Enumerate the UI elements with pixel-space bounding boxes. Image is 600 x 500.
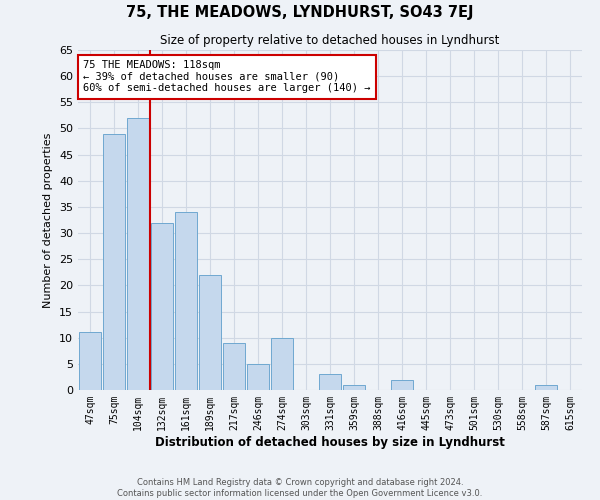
Bar <box>343 385 365 390</box>
Text: 75, THE MEADOWS, LYNDHURST, SO43 7EJ: 75, THE MEADOWS, LYNDHURST, SO43 7EJ <box>126 5 474 20</box>
Bar <box>199 275 221 390</box>
Bar <box>151 222 173 390</box>
X-axis label: Distribution of detached houses by size in Lyndhurst: Distribution of detached houses by size … <box>155 436 505 448</box>
Bar <box>223 343 245 390</box>
Bar <box>175 212 197 390</box>
Text: Contains HM Land Registry data © Crown copyright and database right 2024.
Contai: Contains HM Land Registry data © Crown c… <box>118 478 482 498</box>
Bar <box>103 134 125 390</box>
Title: Size of property relative to detached houses in Lyndhurst: Size of property relative to detached ho… <box>160 34 500 48</box>
Bar <box>271 338 293 390</box>
Text: 75 THE MEADOWS: 118sqm
← 39% of detached houses are smaller (90)
60% of semi-det: 75 THE MEADOWS: 118sqm ← 39% of detached… <box>83 60 371 94</box>
Bar <box>79 332 101 390</box>
Bar <box>535 385 557 390</box>
Bar <box>127 118 149 390</box>
Bar <box>391 380 413 390</box>
Bar <box>319 374 341 390</box>
Bar <box>247 364 269 390</box>
Y-axis label: Number of detached properties: Number of detached properties <box>43 132 53 308</box>
